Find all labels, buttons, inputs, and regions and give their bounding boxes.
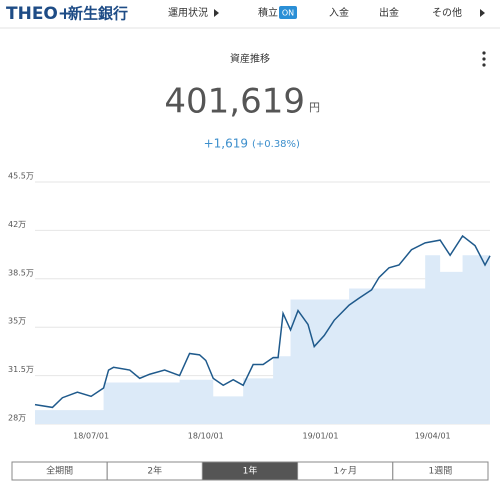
tab-label[interactable]: 1週間: [429, 466, 453, 477]
y-tick-label: 28万: [8, 414, 26, 423]
nav-item[interactable]: 運用状況: [168, 6, 208, 19]
y-tick-label: 31.5万: [8, 365, 34, 374]
y-tick-label: 38.5万: [8, 268, 34, 277]
nav-arrow: [214, 9, 219, 17]
badge[interactable]: ON: [282, 9, 294, 18]
change-pct: (+0.38%): [252, 139, 300, 150]
nav-item[interactable]: 積立: [258, 6, 278, 19]
tab-label[interactable]: 全期間: [46, 465, 73, 477]
header-bg: [0, 0, 500, 28]
amount-unit: 円: [309, 101, 320, 114]
plot: 28万 31.5万 35万 38.5万 42万 45.5万 18/07/01 18/10/01…: [8, 172, 491, 441]
tab-label[interactable]: 2年: [147, 465, 162, 477]
tab-label[interactable]: 1年: [243, 465, 258, 477]
menu-icon[interactable]: [482, 51, 486, 67]
tab[interactable]: [392, 461, 489, 481]
change: +1,619: [204, 137, 248, 151]
tab-label[interactable]: 1ヶ月: [333, 466, 357, 477]
nav-item[interactable]: その他: [432, 6, 462, 19]
nav-item[interactable]: 入金: [329, 6, 349, 19]
y-tick-label: 35万: [8, 317, 26, 326]
y-tick-label: 42万: [8, 220, 26, 229]
logo: THEO+: [6, 4, 72, 24]
asset-line: [34, 234, 491, 409]
x-tick-label: 19/01/01: [302, 432, 338, 441]
x-tick-label: 19/04/01: [415, 432, 451, 441]
amount: 401,619: [164, 82, 305, 122]
x-tick-label: 18/10/01: [188, 432, 224, 441]
y-tick-label: 45.5万: [8, 172, 34, 181]
x-tick-label: 18/07/01: [73, 432, 109, 441]
section-title: 資産推移: [230, 52, 270, 65]
badge-bg: [279, 6, 297, 19]
nav-arrow: [480, 9, 485, 17]
period-tabs: 全期間 2年 1年 1ヶ月 1週間: [11, 461, 489, 481]
bank-name: 新生銀行: [68, 5, 128, 23]
principal-area: [35, 255, 490, 424]
nav-item[interactable]: 出金: [379, 6, 399, 19]
